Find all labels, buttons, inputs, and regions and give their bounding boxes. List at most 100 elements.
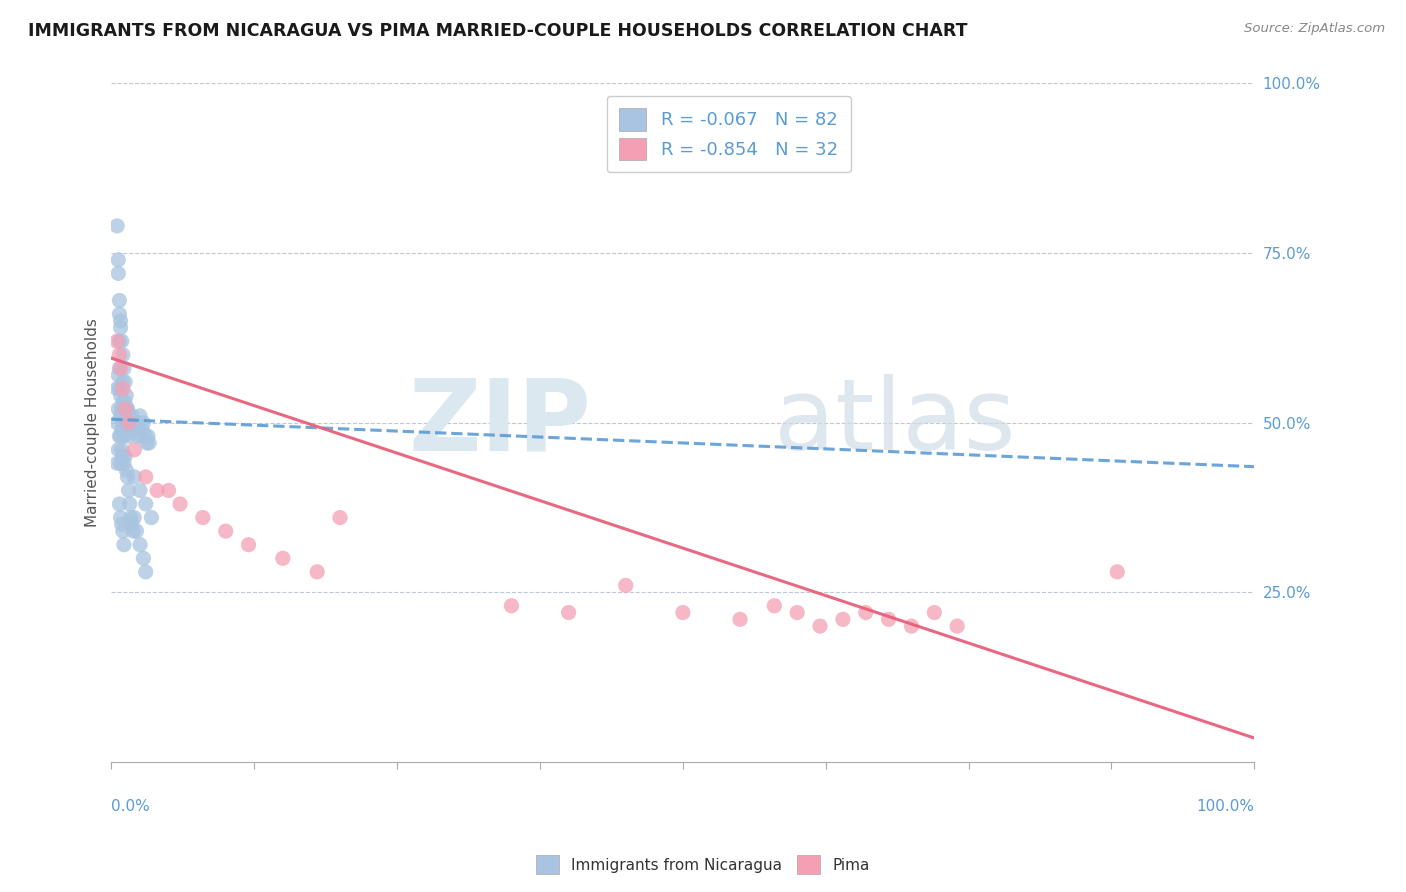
Point: [111, 334, 134, 349]
Point: [111, 348, 134, 362]
Point: [111, 517, 134, 532]
Point: [614, 578, 637, 592]
Point: [128, 422, 150, 436]
Point: [135, 470, 157, 484]
Point: [238, 538, 260, 552]
Point: [120, 510, 142, 524]
Point: [129, 409, 152, 423]
Point: [146, 483, 169, 498]
Point: [105, 334, 128, 349]
Point: [924, 606, 946, 620]
Point: [108, 361, 131, 376]
Point: [129, 429, 152, 443]
Point: [157, 483, 180, 498]
Point: [135, 497, 157, 511]
Point: [763, 599, 786, 613]
Point: [111, 524, 134, 538]
Legend: Immigrants from Nicaragua, Pima: Immigrants from Nicaragua, Pima: [530, 849, 876, 880]
Point: [110, 314, 132, 328]
Point: [141, 510, 163, 524]
Point: [672, 606, 695, 620]
Point: [110, 361, 132, 376]
Point: [115, 463, 138, 477]
Point: [169, 497, 191, 511]
Point: [129, 483, 152, 498]
Point: [111, 450, 134, 464]
Point: [108, 348, 131, 362]
Point: [112, 538, 135, 552]
Point: [877, 612, 900, 626]
Point: [114, 375, 136, 389]
Point: [117, 409, 139, 423]
Point: [114, 395, 136, 409]
Point: [132, 551, 155, 566]
Text: 100.0%: 100.0%: [1197, 799, 1254, 814]
Point: [125, 524, 148, 538]
Point: [136, 429, 159, 443]
Point: [946, 619, 969, 633]
Point: [122, 524, 145, 538]
Point: [111, 422, 134, 436]
Point: [111, 416, 134, 430]
Point: [329, 510, 352, 524]
Point: [110, 388, 132, 402]
Point: [122, 442, 145, 457]
Text: ZIP: ZIP: [409, 374, 592, 471]
Point: [122, 510, 145, 524]
Point: [501, 599, 523, 613]
Point: [832, 612, 855, 626]
Point: [122, 416, 145, 430]
Point: [110, 429, 132, 443]
Point: [110, 320, 132, 334]
Point: [117, 402, 139, 417]
Point: [117, 483, 139, 498]
Point: [108, 429, 131, 443]
Point: [1107, 565, 1129, 579]
Point: [108, 307, 131, 321]
Point: [215, 524, 238, 538]
Point: [112, 456, 135, 470]
Point: [117, 429, 139, 443]
Point: [108, 497, 131, 511]
Point: [118, 416, 141, 430]
Point: [122, 422, 145, 436]
Point: [121, 409, 143, 423]
Point: [786, 606, 808, 620]
Point: [105, 416, 128, 430]
Point: [115, 388, 138, 402]
Point: [112, 361, 135, 376]
Point: [900, 619, 922, 633]
Point: [111, 375, 134, 389]
Point: [728, 612, 751, 626]
Point: [114, 402, 136, 417]
Point: [111, 402, 134, 417]
Point: [131, 422, 153, 436]
Point: [120, 422, 142, 436]
Point: [111, 442, 134, 457]
Point: [557, 606, 579, 620]
Y-axis label: Married-couple Households: Married-couple Households: [86, 318, 100, 527]
Point: [117, 416, 139, 430]
Point: [122, 470, 145, 484]
Point: [115, 416, 138, 430]
Point: [307, 565, 329, 579]
Point: [135, 429, 157, 443]
Point: [105, 219, 128, 233]
Point: [108, 334, 131, 349]
Text: 0.0%: 0.0%: [111, 799, 150, 814]
Point: [271, 551, 294, 566]
Point: [107, 368, 129, 383]
Point: [121, 517, 143, 532]
Legend: R = -0.067   N = 82, R = -0.854   N = 32: R = -0.067 N = 82, R = -0.854 N = 32: [606, 95, 851, 172]
Point: [808, 619, 831, 633]
Point: [107, 252, 129, 267]
Point: [112, 429, 135, 443]
Point: [117, 402, 139, 417]
Point: [125, 416, 148, 430]
Point: [107, 266, 129, 280]
Point: [114, 450, 136, 464]
Point: [855, 606, 877, 620]
Text: Source: ZipAtlas.com: Source: ZipAtlas.com: [1244, 22, 1385, 36]
Point: [135, 436, 157, 450]
Point: [132, 416, 155, 430]
